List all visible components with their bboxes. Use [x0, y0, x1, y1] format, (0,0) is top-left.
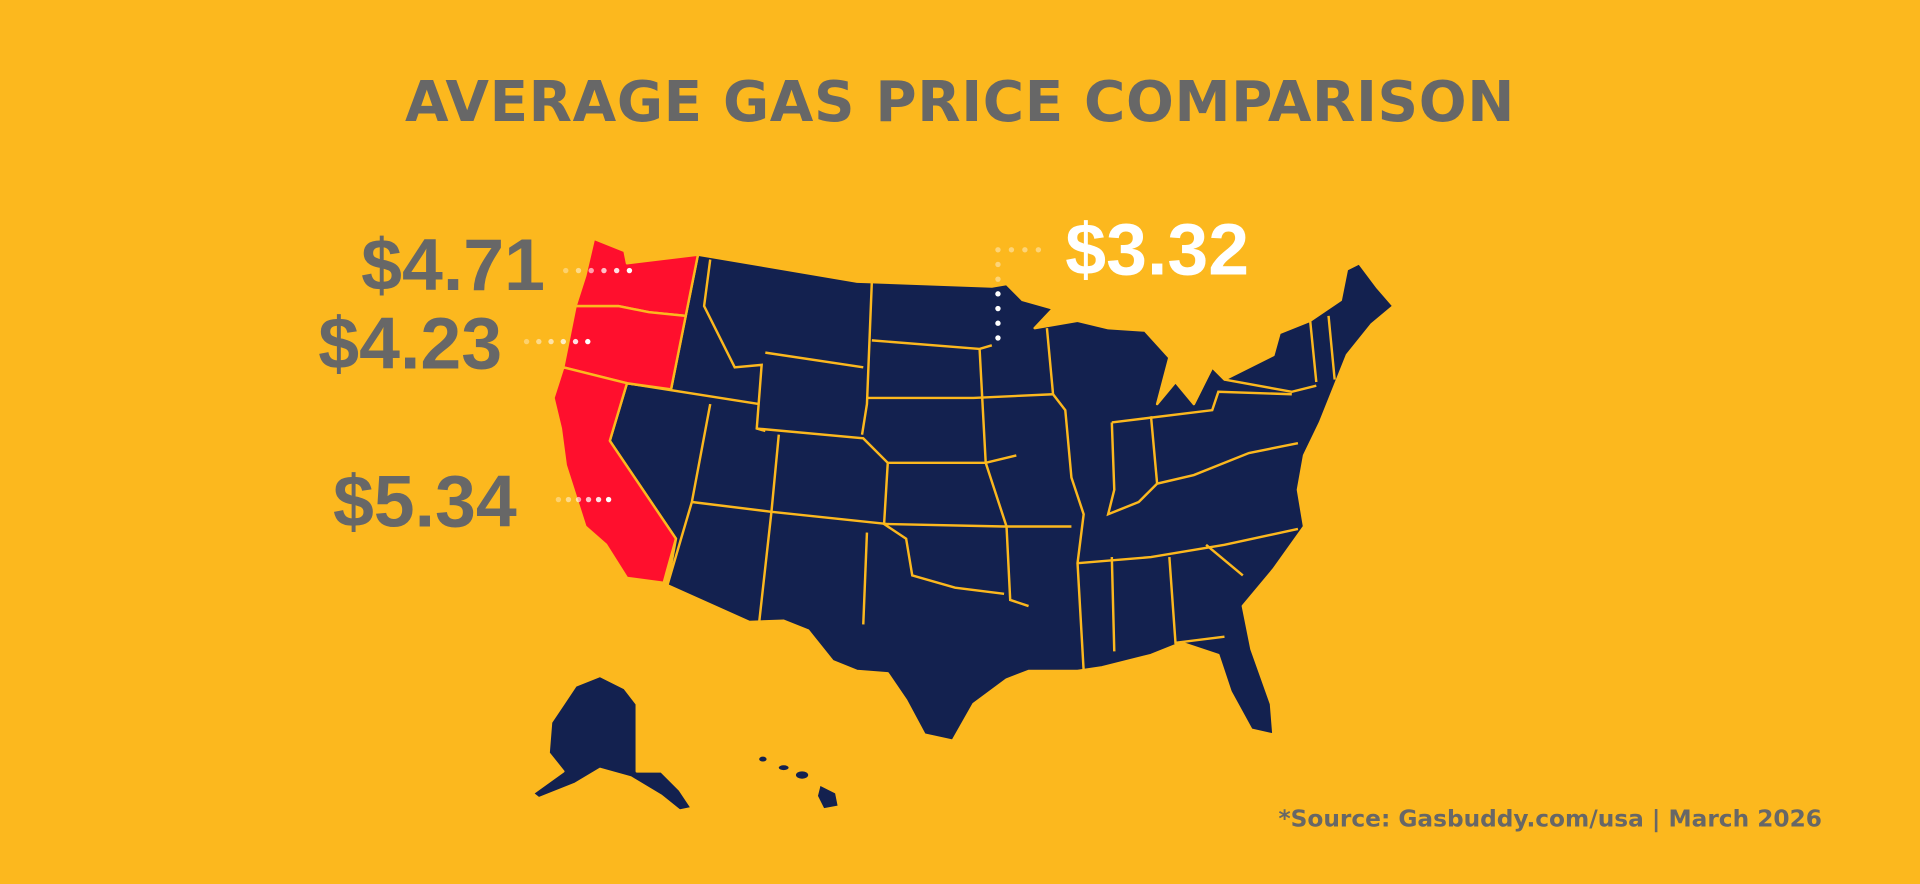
price-label-california: $5.34 [333, 459, 517, 542]
source-note: *Source: Gasbuddy.com/usa | March 2026 [1279, 805, 1822, 832]
leader-dots-california [575, 496, 582, 503]
leader-dots-california [565, 496, 572, 503]
state-border-lines [626, 259, 1336, 672]
leader-dots-washington [613, 267, 620, 274]
leader-dots-minnesota [995, 335, 1001, 341]
leader-dots-oregon [572, 338, 579, 345]
leader-dots-washington [563, 267, 569, 274]
contiguous-us-other-states [608, 253, 1395, 742]
leader-dots-minnesota [995, 276, 1001, 282]
leader-dots-minnesota [1035, 247, 1042, 253]
leader-dots-minnesota [995, 247, 1001, 253]
leader-dots-washington [575, 267, 582, 274]
leader-dots-washington [601, 267, 607, 274]
state-oregon [562, 304, 687, 391]
price-label-oregon: $4.23 [318, 302, 502, 385]
leader-dots-minnesota [1008, 247, 1015, 253]
state-hawaii [759, 756, 838, 809]
leader-dots-washington [588, 267, 594, 274]
leader-dots-california [595, 496, 602, 503]
leader-dots-oregon [536, 338, 542, 345]
leader-dots-minnesota [995, 305, 1001, 312]
dotted-leader-lines [523, 247, 1042, 503]
leader-dots-california [585, 496, 592, 503]
state-california [552, 366, 678, 585]
price-label-minnesota: $3.32 [1065, 207, 1249, 290]
leader-dots-washington [626, 267, 633, 274]
leader-dots-minnesota [1022, 247, 1028, 253]
leader-dots-oregon [548, 338, 554, 345]
page-title: AVERAGE GAS PRICE COMPARISON [405, 70, 1515, 135]
price-label-washington: $4.71 [361, 223, 545, 306]
leader-dots-california [555, 496, 562, 503]
leader-dots-oregon [523, 338, 530, 345]
leader-dots-minnesota [995, 261, 1001, 268]
leader-dots-minnesota [995, 320, 1001, 326]
leader-dots-oregon [560, 338, 566, 345]
leader-dots-minnesota [995, 291, 1001, 297]
state-alaska [531, 674, 694, 812]
leader-dots-oregon [585, 338, 591, 345]
leader-dots-california [605, 496, 612, 503]
